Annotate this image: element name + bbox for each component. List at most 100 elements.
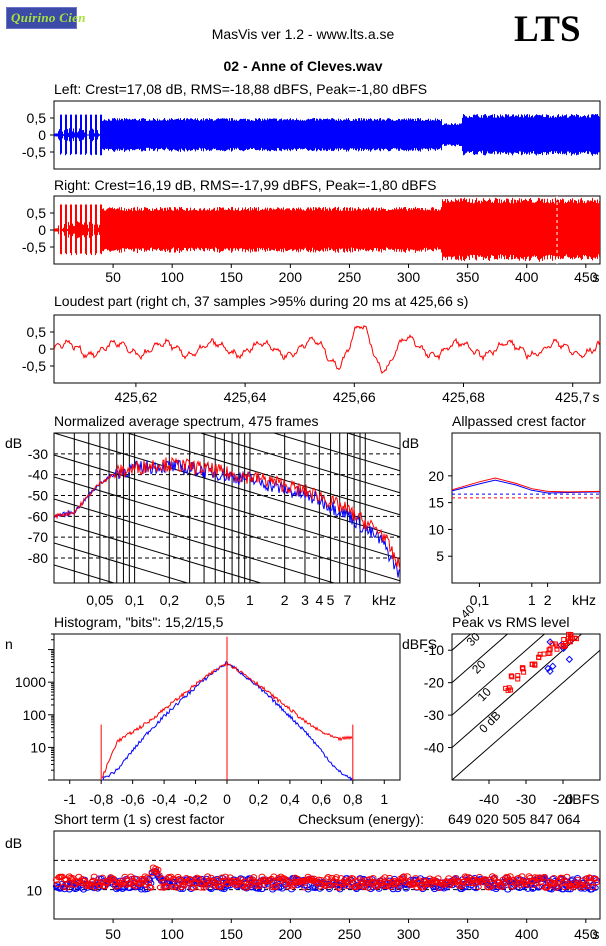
shortterm-right-point: [587, 875, 595, 882]
shortterm-xtick-label: 400: [515, 926, 539, 942]
spectrum-right-line: [54, 456, 400, 570]
right-waveform-title: Right: Crest=16,19 dB, RMS=-17,99 dBFS, …: [54, 177, 437, 193]
shortterm-xtick-label: 300: [397, 926, 421, 942]
shortterm-right-point: [332, 874, 340, 881]
shortterm-right-point: [377, 880, 385, 887]
shortterm-right-point: [493, 878, 501, 885]
spectrum-ylabel: dB: [5, 435, 22, 451]
histogram-xtick-label: 0,4: [280, 791, 300, 807]
histogram-xtick-label: -0,8: [89, 791, 113, 807]
shortterm-right-point: [233, 877, 241, 884]
right-waveform-xunit: s: [593, 269, 600, 285]
shortterm-left-point: [504, 886, 512, 893]
spectrum-slope-line: [125, 433, 400, 516]
shortterm-right-point: [361, 883, 369, 890]
shortterm-right-point: [103, 880, 111, 887]
shortterm-right-point: [166, 874, 174, 881]
shortterm-right-point: [395, 883, 403, 890]
shortterm-right-point: [532, 880, 540, 887]
shortterm-right-point: [217, 883, 225, 890]
peakrms-right-point: [537, 651, 543, 657]
spectrum-ytick-label: -40: [28, 467, 48, 483]
peakrms-right-point: [554, 646, 560, 652]
shortterm-right-point: [201, 882, 209, 889]
shortterm-right-point: [325, 881, 333, 888]
histogram-ylabel: n: [5, 636, 13, 652]
peakrms-xtick-label: -30: [516, 791, 536, 807]
shortterm-right-point: [470, 876, 478, 883]
spectrum-slope-line: [54, 476, 400, 582]
shortterm-right-point: [433, 879, 441, 886]
allpass-ylabel: dB: [402, 435, 419, 451]
left-waveform-ytick-label: 0: [38, 127, 46, 143]
shortterm-right-point: [369, 874, 377, 881]
peakrms-ytick-label: -20: [424, 675, 444, 691]
spectrum-slope-line: [198, 433, 400, 494]
shortterm-right-point: [474, 883, 482, 890]
histogram-xtick-label: 0,2: [249, 791, 269, 807]
shortterm-right-point: [323, 875, 331, 882]
shortterm-right-point: [54, 881, 62, 888]
spectrum-xtick-label: 0,05: [86, 592, 113, 608]
shortterm-xtick-label: 250: [338, 926, 362, 942]
peakrms-xlabel: dBFS: [564, 791, 599, 807]
peakrms-right-point: [515, 673, 521, 679]
shortterm-right-point: [256, 883, 264, 890]
spectrum-ytick-label: -60: [28, 508, 48, 524]
shortterm-ytick-label: 10: [26, 883, 42, 899]
spectrum-left-line: [54, 459, 400, 578]
peakrms-right-point: [506, 685, 512, 691]
peakrms-diag-label: 20: [469, 657, 489, 677]
shortterm-right-point: [158, 875, 166, 882]
loudest-ytick-label: -0,5: [22, 358, 46, 374]
shortterm-xtick-label: 50: [105, 926, 121, 942]
peakrms-right-point: [552, 641, 558, 647]
allpass-title: Allpassed crest factor: [452, 413, 586, 429]
peakrms-left-point: [544, 664, 552, 673]
shortterm-ylabel: dB: [5, 835, 22, 851]
spectrum-ytick-label: -50: [28, 488, 48, 504]
spectrum-slope-line: [54, 433, 400, 538]
right-waveform-ytick-label: 0,5: [27, 205, 47, 221]
shortterm-right-point: [250, 874, 258, 881]
peakrms-xtick-label: -20: [553, 791, 573, 807]
spectrum-xtick-label: 1: [246, 592, 254, 608]
shortterm-right-point: [552, 884, 560, 891]
peakrms-right-point: [572, 635, 578, 641]
spectrum-xtick-label: 3: [301, 592, 309, 608]
logo: Quirino Cien: [6, 7, 85, 29]
peakrms-ytick-label: -10: [424, 642, 444, 658]
shortterm-right-point: [540, 873, 548, 880]
shortterm-right-point: [415, 877, 423, 884]
shortterm-right-point: [364, 884, 372, 891]
peak-rms-title: Peak vs RMS level: [452, 614, 570, 630]
spectrum-slope-line: [54, 542, 190, 583]
peakrms-right-point: [508, 673, 514, 679]
peakrms-right-point: [561, 636, 567, 642]
shortterm-left-point: [254, 885, 262, 892]
peakrms-right-point: [515, 676, 521, 682]
histogram-xtick-label: -0,6: [121, 791, 145, 807]
shortterm-right-point: [186, 876, 194, 883]
histogram-xtick-label: 0,6: [312, 791, 332, 807]
right-waveform-xtick-label: 200: [279, 269, 303, 285]
shortterm-right-point: [563, 873, 571, 880]
loudest-ytick-label: 0,5: [27, 324, 47, 340]
file-title: 02 - Anne of Cleves.wav: [223, 58, 383, 74]
logo-text: Quirino Cien: [11, 10, 86, 25]
shortterm-right-point: [343, 883, 351, 890]
allpass-ytick-label: 15: [428, 495, 444, 511]
histogram-ytick-label: 10: [30, 739, 46, 755]
peakrms-diagonal: [452, 634, 509, 684]
shortterm-right-point: [124, 881, 132, 888]
peakrms-right-point: [529, 661, 535, 667]
spectrum-xtick-label: 5: [327, 592, 335, 608]
peakrms-right-point: [521, 669, 527, 675]
histogram-xtick-label: -0,2: [183, 791, 207, 807]
shortterm-right-point: [87, 883, 95, 890]
histogram-xtick-label: -1: [64, 791, 77, 807]
shortterm-right-point: [483, 878, 491, 885]
peakrms-left-point: [565, 655, 574, 664]
spectrum-slope-line: [54, 323, 400, 427]
